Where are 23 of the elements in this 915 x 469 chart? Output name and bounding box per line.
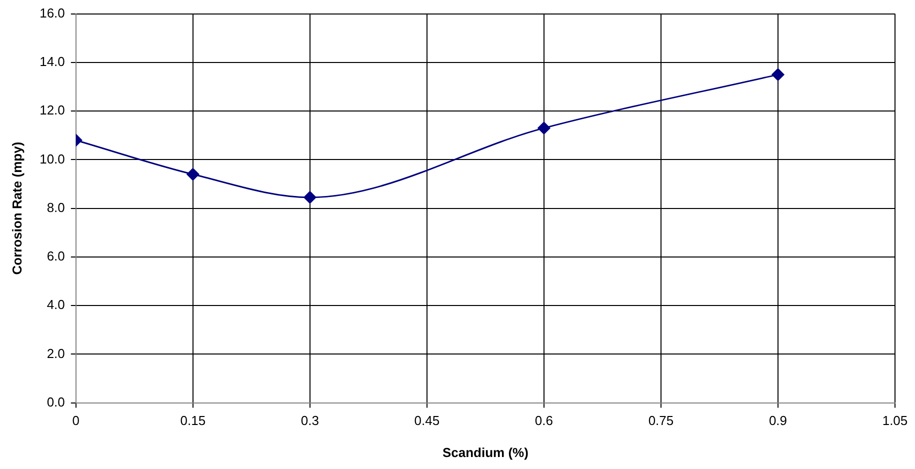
y-tick-label: 6.0 xyxy=(46,248,65,264)
y-tick-label: 10.0 xyxy=(40,151,65,166)
x-tick-label: 1.05 xyxy=(882,413,908,428)
point xyxy=(538,122,550,134)
point xyxy=(772,68,784,81)
y-axis-title: Corrosion Rate (mpy) xyxy=(9,142,24,275)
y-tick-label: 8.0 xyxy=(46,200,65,215)
y-tick-label: 16.0 xyxy=(40,5,65,20)
x-tick-label: 0 xyxy=(72,413,80,428)
x-tick-label: 0.45 xyxy=(414,413,440,428)
point xyxy=(304,191,316,204)
x-tick-label: 0.6 xyxy=(534,413,553,428)
y-tick-label: 12.0 xyxy=(40,102,65,118)
point xyxy=(186,168,200,181)
y-tick-label: 14.0 xyxy=(40,54,65,70)
x-tick-label: 0.75 xyxy=(648,413,674,428)
y-tick-label: 4.0 xyxy=(46,297,65,312)
x-axis-title: Scandium (%) xyxy=(442,444,528,460)
y-tick-label: 0.0 xyxy=(46,394,65,410)
y-tick-label: 2.0 xyxy=(46,346,65,361)
x-tick-label: 0.15 xyxy=(180,413,206,428)
x-tick-label: 0.3 xyxy=(300,413,319,428)
x-tick-label: 0.9 xyxy=(768,413,788,428)
